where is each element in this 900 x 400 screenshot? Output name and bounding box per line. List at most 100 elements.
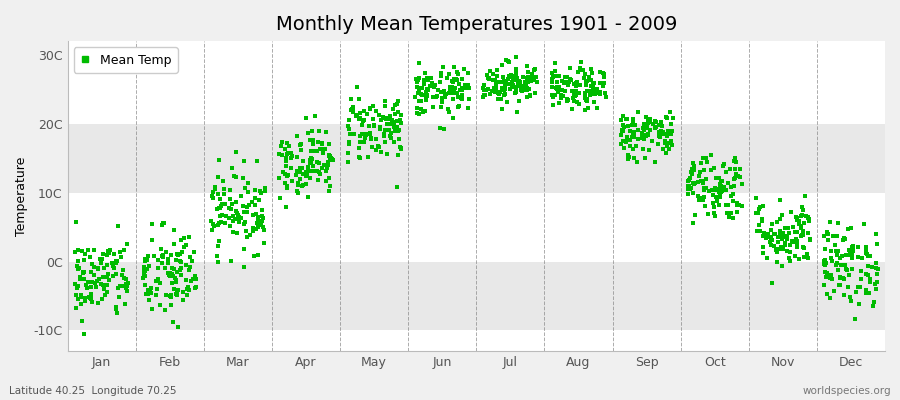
Point (314, 165, 328, 171)
Point (174, 265, 188, 271)
Point (440, 106, 454, 112)
Point (293, 140, 308, 147)
Point (844, 298, 859, 304)
Point (85, 299, 99, 305)
Point (68, 219, 83, 226)
Point (450, 90, 464, 96)
Point (382, 127, 396, 134)
Point (289, 172, 303, 178)
Point (774, 244, 788, 250)
Point (435, 95, 449, 101)
Point (223, 187, 238, 194)
Point (546, 94, 561, 101)
Point (572, 101, 586, 107)
Point (352, 110, 366, 116)
Point (83, 295, 97, 302)
Point (85, 279, 99, 285)
Point (221, 215, 236, 222)
Point (790, 214, 805, 221)
Point (839, 252, 853, 258)
Point (112, 284, 126, 291)
Point (254, 220, 268, 226)
Point (108, 260, 122, 267)
Point (229, 149, 243, 156)
Point (696, 196, 710, 203)
Point (321, 174, 336, 181)
Point (452, 103, 466, 109)
Point (365, 144, 380, 150)
Point (707, 186, 722, 193)
Point (585, 70, 599, 76)
Point (211, 258, 225, 265)
Point (763, 234, 778, 241)
Point (687, 162, 701, 169)
Point (859, 271, 873, 277)
Point (824, 258, 839, 264)
Point (588, 86, 602, 92)
Point (482, 86, 496, 92)
Point (299, 173, 313, 180)
Point (597, 71, 611, 77)
Point (820, 228, 834, 235)
Point (377, 133, 392, 139)
Point (393, 117, 408, 123)
Point (392, 136, 406, 142)
Point (206, 223, 220, 229)
Point (230, 210, 245, 216)
Point (153, 280, 167, 286)
Point (788, 228, 802, 235)
Point (708, 184, 723, 191)
Point (93, 256, 107, 262)
Point (523, 92, 537, 99)
Point (622, 154, 636, 160)
Point (356, 118, 370, 124)
Point (562, 82, 576, 88)
Point (210, 206, 224, 212)
Point (290, 132, 304, 139)
Point (631, 109, 645, 115)
Point (816, 232, 831, 239)
Point (455, 91, 470, 98)
Point (456, 66, 471, 72)
Point (278, 158, 293, 164)
Point (310, 159, 325, 166)
Point (292, 168, 307, 175)
Point (299, 114, 313, 121)
Title: Monthly Mean Temperatures 1901 - 2009: Monthly Mean Temperatures 1901 - 2009 (275, 15, 677, 34)
Point (626, 129, 641, 136)
Point (452, 102, 466, 109)
Point (95, 296, 110, 302)
Point (117, 247, 131, 253)
Point (616, 122, 630, 128)
Point (528, 73, 543, 80)
Point (508, 76, 522, 83)
Point (280, 173, 294, 180)
Point (497, 91, 511, 98)
Point (363, 130, 377, 137)
Point (725, 198, 740, 204)
Point (760, 230, 774, 237)
Point (803, 236, 817, 242)
Point (614, 131, 628, 138)
Point (119, 281, 133, 287)
Point (322, 152, 337, 158)
Point (734, 203, 749, 210)
Point (171, 252, 185, 258)
Point (101, 271, 115, 278)
Point (442, 90, 456, 96)
Point (530, 79, 544, 86)
Point (526, 66, 541, 73)
Point (789, 244, 804, 250)
Point (145, 237, 159, 244)
Point (624, 128, 638, 134)
Point (446, 84, 460, 90)
Point (732, 201, 746, 208)
Point (257, 227, 272, 233)
Point (500, 81, 515, 88)
Point (508, 90, 522, 96)
Point (73, 276, 87, 282)
Point (775, 212, 789, 218)
Point (553, 84, 567, 90)
Point (713, 194, 727, 200)
Point (569, 80, 583, 87)
